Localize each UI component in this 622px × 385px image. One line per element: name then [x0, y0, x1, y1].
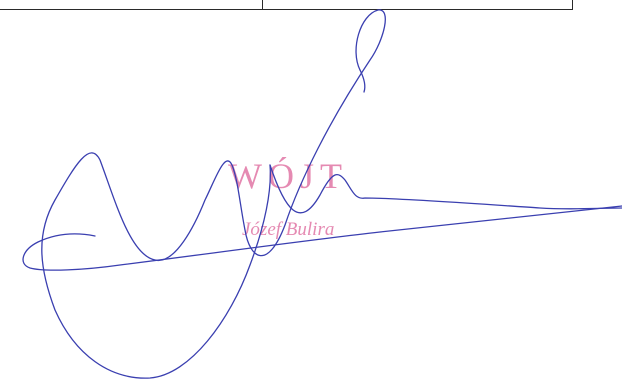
- table-bottom-edge: [0, 0, 573, 10]
- signature-tail-stroke: [359, 69, 366, 93]
- signature-main-stroke: [41, 9, 386, 379]
- stamp-title: WÓJT: [228, 156, 348, 196]
- signature-loop-stroke: [269, 164, 622, 214]
- official-stamp: WÓJT Józef Bulira: [216, 158, 386, 258]
- signature-underline-stroke: [22, 205, 622, 271]
- table-column-divider: [262, 0, 263, 10]
- stamp-name: Józef Bulira: [242, 219, 335, 240]
